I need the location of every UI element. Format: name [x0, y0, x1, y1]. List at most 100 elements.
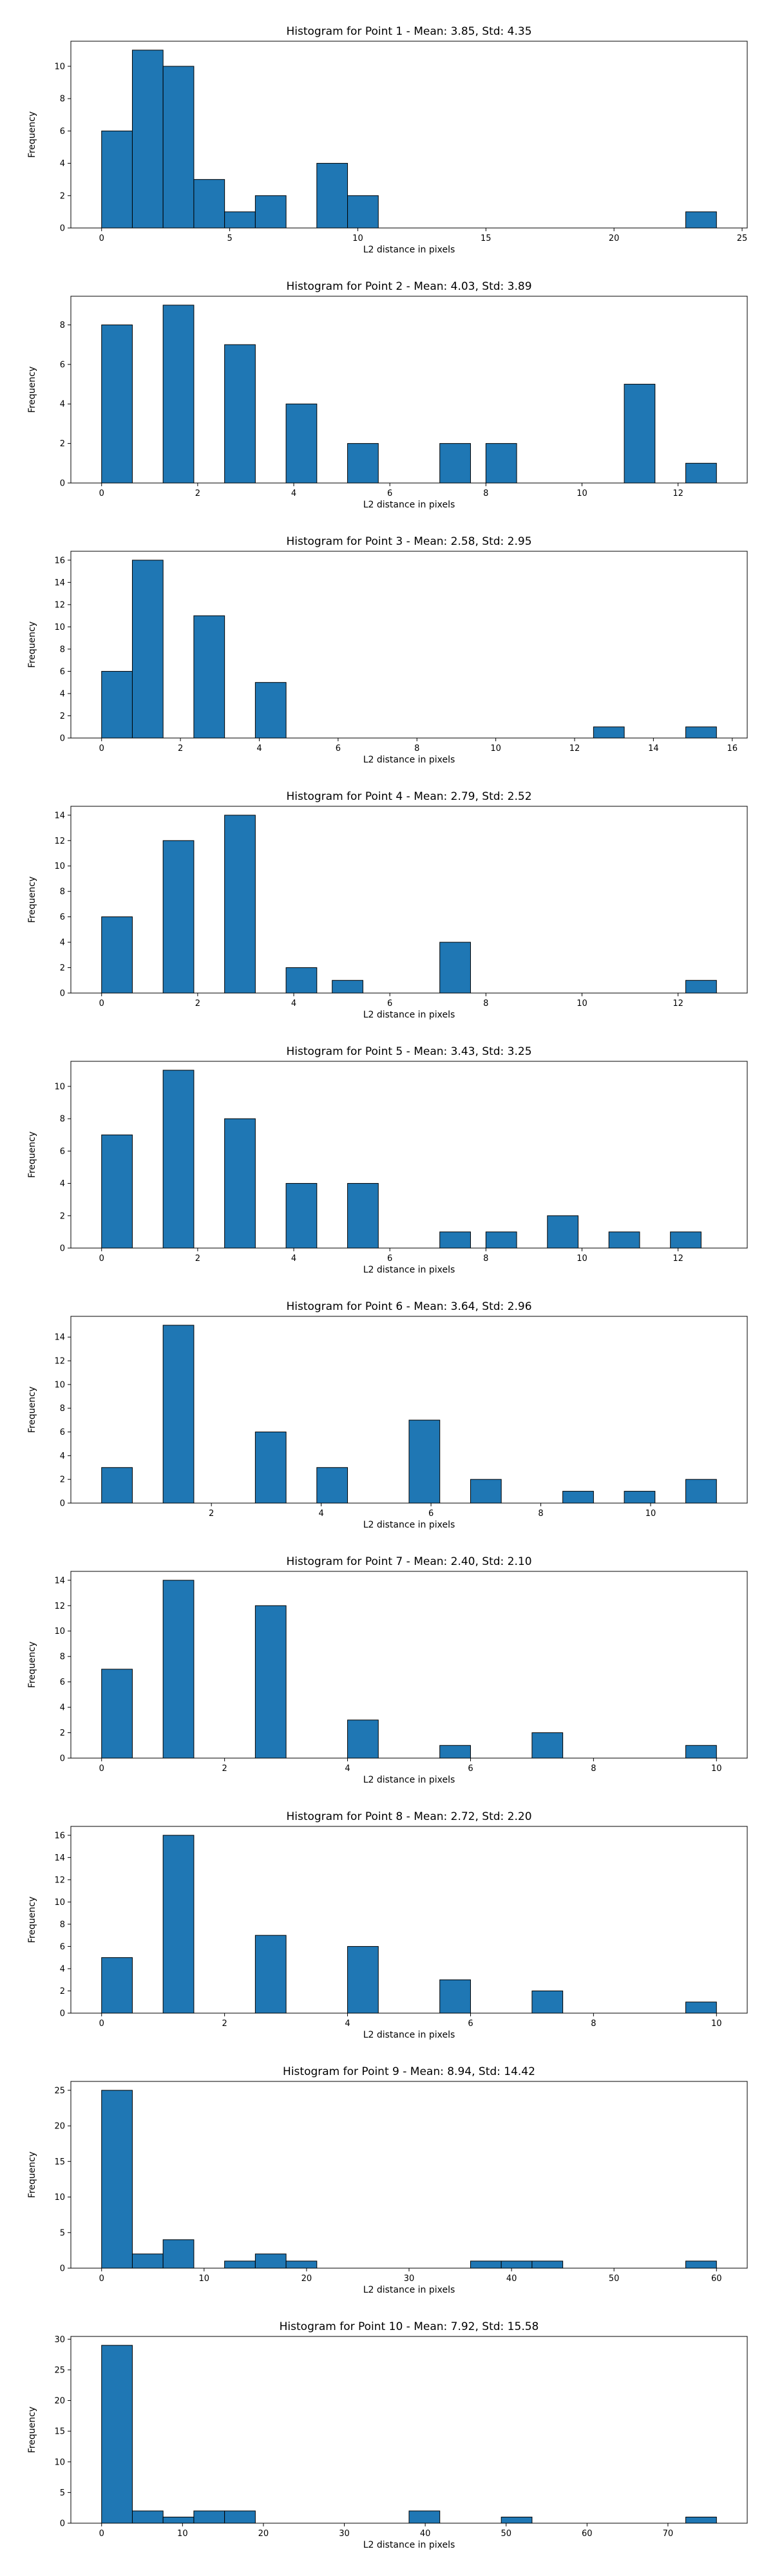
x-tick-label: 4: [256, 744, 262, 753]
y-tick-label: 2: [60, 439, 65, 449]
histogram-bar: [131, 50, 164, 229]
histogram-bar: [162, 305, 195, 484]
y-tick-label: 30: [54, 2335, 65, 2345]
y-axis-label: Frequency: [27, 111, 37, 158]
x-tick-label: 30: [339, 2529, 350, 2539]
x-tick-label: 14: [648, 744, 659, 753]
y-tick-label: 8: [60, 321, 65, 330]
x-tick-label: 2: [222, 1764, 227, 1774]
histogram-bar: [224, 2260, 256, 2269]
histogram-bar: [131, 2253, 164, 2269]
x-tick-label: 4: [291, 999, 296, 1009]
histogram-bar: [254, 682, 287, 739]
y-tick-label: 2: [60, 1728, 65, 1738]
y-tick-label: 10: [54, 1627, 65, 1636]
histogram-bar: [162, 1325, 195, 1504]
x-tick-label: 8: [414, 744, 419, 753]
y-tick-label: 0: [60, 1499, 65, 1509]
histogram-bar: [316, 163, 348, 229]
histogram-bar: [470, 1479, 502, 1504]
plot-frame: [70, 2336, 748, 2524]
histogram-bar: [685, 980, 717, 994]
x-tick-label: 60: [582, 2529, 593, 2539]
x-tick-label: 0: [99, 234, 104, 243]
histogram-bar: [408, 1419, 441, 1504]
y-tick-label: 20: [54, 2122, 65, 2132]
histogram-bar: [562, 1491, 594, 1504]
y-tick-label: 2: [60, 963, 65, 973]
x-tick-label: 12: [569, 744, 580, 753]
y-tick-label: 4: [60, 1964, 65, 1974]
histogram-bar: [316, 1467, 348, 1504]
plot-frame: [70, 1061, 748, 1249]
y-axis-label: Frequency: [27, 1897, 37, 1943]
y-tick-label: 14: [54, 1333, 65, 1343]
x-tick-label: 0: [99, 2019, 104, 2029]
histogram-bar: [224, 2510, 256, 2524]
histogram-chart: Histogram for Point 3 - Mean: 2.58, Std:…: [27, 535, 748, 765]
chart-title: Histogram for Point 3 - Mean: 2.58, Std:…: [286, 535, 531, 548]
histogram-chart: Histogram for Point 5 - Mean: 3.43, Std:…: [27, 1045, 748, 1275]
histogram-panel-4: Histogram for Point 4 - Mean: 2.79, Std:…: [0, 765, 773, 1020]
x-tick-label: 10: [577, 999, 587, 1009]
y-tick-label: 10: [54, 1898, 65, 1908]
x-axis-label: L2 distance in pixels: [363, 755, 455, 765]
x-tick-label: 12: [673, 489, 683, 498]
histogram-bar: [285, 967, 318, 994]
histogram-bar: [485, 1231, 517, 1249]
y-tick-label: 4: [60, 938, 65, 948]
histogram-chart: Histogram for Point 9 - Mean: 8.94, Std:…: [27, 2065, 748, 2295]
y-axis-label: Frequency: [27, 876, 37, 923]
x-tick-label: 4: [345, 2019, 350, 2029]
x-tick-label: 50: [609, 2274, 620, 2284]
histogram-panel-8: Histogram for Point 8 - Mean: 2.72, Std:…: [0, 1785, 773, 2040]
y-tick-label: 12: [54, 1357, 65, 1367]
y-tick-label: 4: [60, 159, 65, 169]
y-tick-label: 10: [54, 623, 65, 632]
histogram-panel-7: Histogram for Point 7 - Mean: 2.40, Std:…: [0, 1530, 773, 1785]
histogram-bar: [193, 179, 225, 229]
x-tick-label: 0: [99, 999, 104, 1009]
histogram-bar: [285, 1183, 318, 1249]
histogram-panel-5: Histogram for Point 5 - Mean: 3.43, Std:…: [0, 1020, 773, 1275]
histogram-panel-1: Histogram for Point 1 - Mean: 3.85, Std:…: [0, 0, 773, 255]
y-tick-label: 6: [60, 127, 65, 137]
histogram-bar: [254, 1432, 287, 1504]
histogram-bar: [162, 840, 195, 994]
plot-frame: [70, 1571, 748, 1759]
y-tick-label: 10: [54, 2458, 65, 2467]
x-axis-label: L2 distance in pixels: [363, 500, 455, 510]
histogram-bar: [101, 2090, 133, 2269]
y-axis-label: Frequency: [27, 366, 37, 413]
y-tick-label: 16: [54, 556, 65, 565]
y-tick-label: 8: [60, 887, 65, 897]
x-tick-label: 8: [591, 2019, 596, 2029]
y-tick-label: 10: [54, 2193, 65, 2202]
histogram-chart: Histogram for Point 4 - Mean: 2.79, Std:…: [27, 790, 748, 1020]
x-tick-label: 8: [483, 999, 488, 1009]
histogram-bar: [162, 66, 195, 229]
x-axis-label: L2 distance in pixels: [363, 1265, 455, 1275]
chart-title: Histogram for Point 2 - Mean: 4.03, Std:…: [286, 280, 531, 293]
histogram-bar: [439, 942, 471, 994]
histogram-bar: [101, 670, 133, 739]
histogram-bar: [285, 2260, 318, 2269]
y-tick-label: 0: [60, 1244, 65, 1254]
histogram-chart: Histogram for Point 1 - Mean: 3.85, Std:…: [27, 25, 748, 255]
y-tick-label: 25: [54, 2365, 65, 2375]
x-tick-label: 10: [177, 2529, 188, 2539]
y-tick-label: 6: [60, 1147, 65, 1157]
y-tick-label: 8: [60, 1404, 65, 1414]
y-axis-label: Frequency: [27, 1387, 37, 1433]
histogram-bar: [224, 344, 256, 484]
chart-title: Histogram for Point 7 - Mean: 2.40, Std:…: [286, 1555, 531, 1568]
y-tick-label: 2: [60, 712, 65, 721]
histogram-bar: [439, 1979, 471, 2014]
chart-title: Histogram for Point 9 - Mean: 8.94, Std:…: [283, 2065, 535, 2078]
x-tick-label: 10: [199, 2274, 210, 2284]
y-tick-label: 0: [60, 2264, 65, 2274]
histogram-bar: [439, 1231, 471, 1249]
histogram-bar: [685, 211, 717, 229]
chart-title: Histogram for Point 6 - Mean: 3.64, Std:…: [286, 1300, 531, 1313]
